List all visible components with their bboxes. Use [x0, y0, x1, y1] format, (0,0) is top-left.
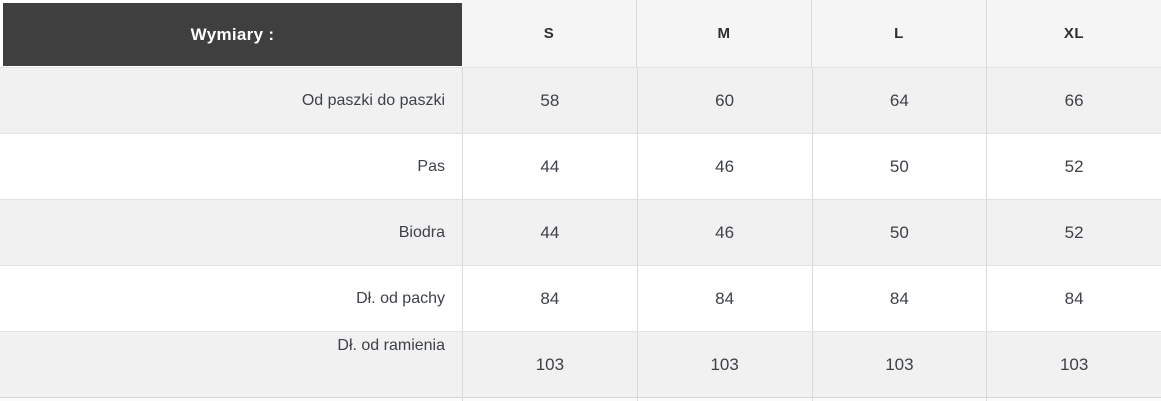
row-label: Dł. od ramienia	[337, 337, 445, 354]
dimensions-title: Wymiary :	[3, 3, 462, 66]
row-label: Pas	[417, 157, 445, 175]
size-value-cell: 52	[986, 200, 1161, 265]
size-value-cell: 44	[462, 134, 637, 199]
table-row: Dł. od pachy 84 84 84 84	[0, 265, 1161, 331]
size-value-cell: 58	[462, 68, 637, 133]
size-value-cell: 103	[986, 332, 1161, 397]
row-label: Od paszki do paszki	[301, 91, 445, 109]
size-value-cell: 46	[636, 200, 812, 265]
size-value-cell: 46	[636, 134, 812, 199]
partial-next-row	[0, 397, 1161, 401]
size-value-cell: 60	[636, 68, 812, 133]
table-row: Pas 44 46 50 52	[0, 133, 1161, 199]
partial-cell	[636, 398, 812, 401]
size-value-cell: 50	[811, 134, 987, 199]
size-value-cell: 84	[811, 266, 987, 331]
size-value-cell: 52	[986, 134, 1161, 199]
partial-cell	[986, 398, 1161, 401]
partial-cell	[811, 398, 987, 401]
size-value-cell: 66	[986, 68, 1161, 133]
table-row: Dł. od ramienia 103 103 103 103	[0, 331, 1161, 397]
table-row: Biodra 44 46 50 52	[0, 199, 1161, 265]
table-row: Od paszki do paszki 58 60 64 66	[0, 67, 1161, 133]
partial-cell	[462, 398, 637, 401]
size-value-cell: 103	[636, 332, 812, 397]
size-value-cell: 44	[462, 200, 637, 265]
dimensions-title-cell: Wymiary :	[0, 0, 462, 67]
row-label: Biodra	[398, 223, 445, 241]
size-value-cell: 103	[811, 332, 987, 397]
row-label: Dł. od pachy	[356, 289, 445, 307]
table-header-row: Wymiary : S M L XL	[0, 0, 1161, 67]
size-value-cell: 84	[986, 266, 1161, 331]
column-header-m: M	[636, 0, 811, 67]
size-value-cell: 50	[811, 200, 987, 265]
size-value-cell: 103	[462, 332, 637, 397]
size-value-cell: 84	[636, 266, 812, 331]
size-value-cell: 84	[462, 266, 637, 331]
column-header-l: L	[811, 0, 986, 67]
column-header-xl: XL	[986, 0, 1161, 67]
size-value-cell: 64	[811, 68, 987, 133]
column-header-s: S	[462, 0, 636, 67]
